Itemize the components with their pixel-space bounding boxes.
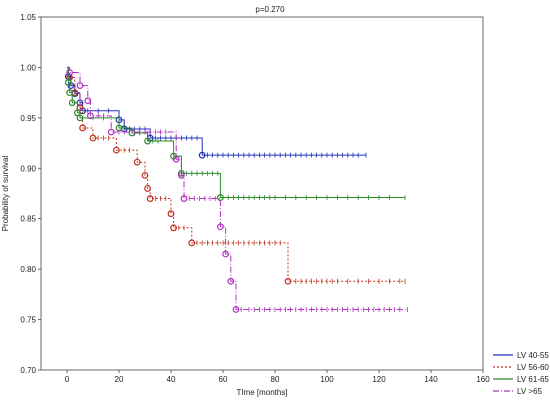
- event-marker: [216, 223, 224, 231]
- legend-label: LV 56-60: [517, 363, 549, 372]
- event-marker: [198, 151, 206, 159]
- event-marker: [222, 250, 230, 258]
- event-marker: [227, 277, 235, 285]
- legend: LV 40-55 LV 56-60 LV 61-65 LV >65: [493, 351, 549, 396]
- event-marker: [144, 185, 152, 192]
- event-marker: [86, 112, 94, 120]
- series-layer: [64, 66, 409, 313]
- event-marker: [144, 137, 152, 145]
- event-marker: [177, 171, 185, 179]
- event-marker: [112, 146, 120, 154]
- event-marker: [141, 171, 149, 179]
- y-tick-label: 0.85: [20, 215, 36, 224]
- x-axis-title: TIme [months]: [236, 388, 287, 397]
- y-tick-label: 0.95: [20, 114, 36, 123]
- event-marker: [76, 82, 84, 89]
- x-tick-label: 80: [271, 375, 280, 384]
- event-marker: [284, 277, 292, 285]
- event-marker: [107, 128, 115, 136]
- x-tick-label: 40: [167, 375, 176, 384]
- y-tick-label: 1.00: [20, 63, 36, 72]
- x-tick-label: 0: [65, 375, 70, 384]
- event-marker: [188, 239, 196, 247]
- y-tick-label: 0.75: [20, 316, 36, 325]
- x-tick-label: 100: [320, 375, 334, 384]
- y-tick-label: 0.90: [20, 164, 36, 173]
- event-marker: [232, 306, 240, 313]
- series-3: [66, 66, 409, 313]
- plot-frame: [40, 16, 484, 371]
- event-marker: [167, 210, 175, 218]
- event-marker: [84, 97, 92, 105]
- event-marker: [66, 89, 73, 97]
- y-axis-title: Probability of survival: [1, 155, 10, 231]
- x-tick-label: 160: [476, 375, 490, 384]
- y-tick-label: 1.05: [20, 13, 36, 22]
- event-marker: [180, 195, 188, 202]
- event-marker: [133, 158, 141, 166]
- x-tick-label: 20: [115, 375, 124, 384]
- legend-label: LV >65: [517, 387, 543, 396]
- chart-title: p=0.270: [255, 5, 285, 14]
- x-tick-label: 60: [219, 375, 228, 384]
- x-tick-label: 140: [424, 375, 438, 384]
- event-marker: [64, 79, 72, 86]
- legend-label: LV 40-55: [517, 351, 549, 360]
- legend-label: LV 61-65: [517, 375, 549, 384]
- event-marker: [79, 124, 86, 132]
- event-marker: [68, 99, 76, 107]
- y-tick-label: 0.70: [20, 366, 36, 375]
- event-marker: [66, 69, 73, 76]
- event-marker: [76, 114, 84, 122]
- x-axis: 0 20 40 60 80 100 120 140 160: [65, 370, 490, 384]
- event-marker: [146, 195, 154, 202]
- y-axis: 0.70 0.75 0.80 0.85 0.90 0.95 1.00 1.05: [20, 13, 41, 375]
- event-marker: [89, 134, 97, 142]
- y-tick-label: 0.80: [20, 265, 36, 274]
- event-marker: [172, 155, 180, 163]
- x-tick-label: 120: [372, 375, 386, 384]
- event-marker: [170, 224, 178, 232]
- event-marker: [73, 109, 81, 117]
